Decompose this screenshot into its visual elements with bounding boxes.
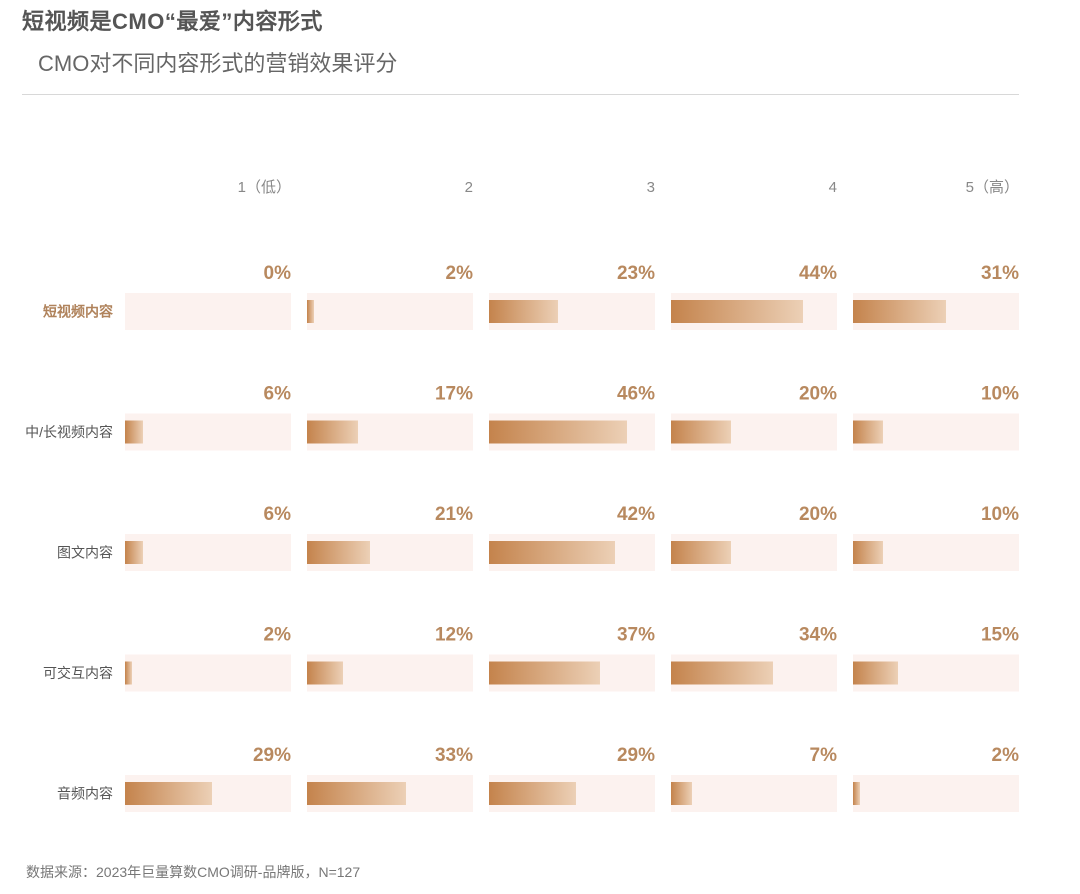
bar-track bbox=[853, 775, 1019, 812]
bar-track bbox=[125, 293, 291, 330]
bar-track bbox=[125, 654, 291, 692]
bar-track bbox=[671, 775, 837, 812]
value-label: 10% bbox=[981, 504, 1019, 525]
value-label: 23% bbox=[617, 263, 655, 284]
bar-fill bbox=[307, 420, 358, 444]
bar-fill bbox=[125, 782, 212, 805]
value-label: 6% bbox=[264, 504, 292, 525]
bar-fill bbox=[489, 420, 627, 444]
value-label: 33% bbox=[435, 745, 473, 766]
value-label: 21% bbox=[435, 504, 473, 525]
value-label: 2% bbox=[264, 625, 292, 646]
bar-track bbox=[125, 413, 291, 451]
bar-fill bbox=[853, 420, 883, 444]
chart-subtitle: CMO对不同内容形式的营销效果评分 bbox=[38, 51, 398, 76]
column-header-2: 2 bbox=[465, 179, 473, 196]
bar-fill bbox=[489, 300, 558, 323]
bar-fill bbox=[125, 661, 132, 685]
bar-fill bbox=[307, 300, 314, 323]
value-label: 2% bbox=[446, 263, 474, 284]
value-label: 12% bbox=[435, 625, 473, 646]
row-label: 可交互内容 bbox=[43, 665, 113, 681]
value-label: 31% bbox=[981, 263, 1019, 284]
bar-fill bbox=[853, 541, 883, 564]
bar-fill bbox=[489, 541, 615, 564]
value-label: 29% bbox=[617, 745, 655, 766]
value-label: 46% bbox=[617, 384, 655, 405]
bar-fill bbox=[307, 782, 406, 805]
bar-fill bbox=[671, 420, 731, 444]
value-label: 2% bbox=[992, 745, 1020, 766]
bar-fill bbox=[671, 782, 692, 805]
value-label: 42% bbox=[617, 504, 655, 525]
bar-fill bbox=[853, 300, 946, 323]
value-label: 20% bbox=[799, 504, 837, 525]
value-label: 15% bbox=[981, 625, 1019, 646]
value-label: 29% bbox=[253, 745, 291, 766]
bar-fill bbox=[307, 541, 370, 564]
data-source-note: 数据来源：2023年巨量算数CMO调研-品牌版，N=127 bbox=[26, 864, 361, 880]
value-label: 10% bbox=[981, 384, 1019, 405]
title-divider bbox=[22, 94, 1019, 95]
bar-fill bbox=[671, 300, 803, 323]
value-label: 0% bbox=[264, 263, 292, 284]
value-label: 44% bbox=[799, 263, 837, 284]
row-label: 音频内容 bbox=[57, 786, 113, 802]
row-label: 中/长视频内容 bbox=[25, 424, 113, 440]
value-label: 6% bbox=[264, 384, 292, 405]
row-label: 短视频内容 bbox=[43, 304, 113, 320]
bar-fill bbox=[853, 661, 898, 685]
column-header-5: 5（高） bbox=[966, 179, 1019, 196]
bar-fill bbox=[125, 420, 143, 444]
value-label: 34% bbox=[799, 625, 837, 646]
bar-fill bbox=[853, 782, 860, 805]
bar-fill bbox=[125, 541, 143, 564]
bar-fill bbox=[671, 541, 731, 564]
value-label: 7% bbox=[810, 745, 838, 766]
column-header-1: 1（低） bbox=[238, 179, 291, 196]
bar-fill bbox=[489, 782, 576, 805]
value-label: 20% bbox=[799, 384, 837, 405]
column-header-4: 4 bbox=[829, 179, 837, 196]
row-label: 图文内容 bbox=[57, 545, 113, 561]
page-title: 短视频是CMO“最爱”内容形式 bbox=[22, 9, 323, 34]
bar-fill bbox=[671, 661, 773, 685]
bar-track bbox=[125, 534, 291, 571]
bar-track bbox=[307, 293, 473, 330]
column-header-3: 3 bbox=[647, 179, 655, 196]
bar-fill bbox=[307, 661, 343, 685]
value-label: 17% bbox=[435, 384, 473, 405]
bar-fill bbox=[489, 661, 600, 685]
value-label: 37% bbox=[617, 625, 655, 646]
